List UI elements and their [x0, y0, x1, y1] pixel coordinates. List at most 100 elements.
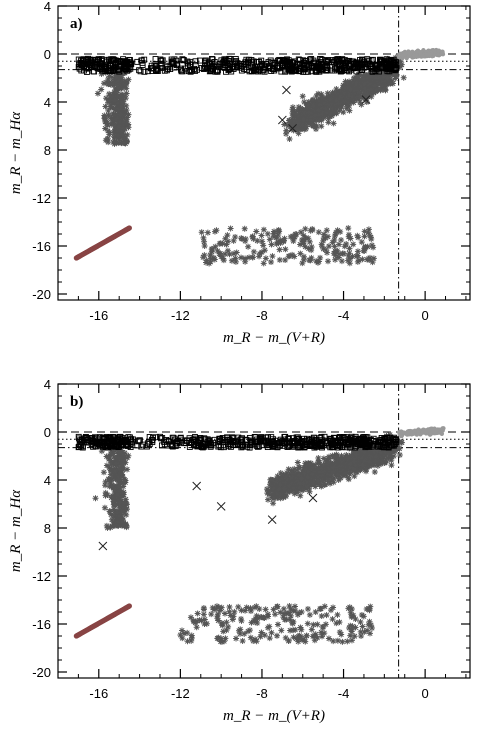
data-point-asterisk [349, 79, 356, 86]
data-point-asterisk [308, 254, 315, 261]
data-point-asterisk [340, 250, 347, 257]
data-point-asterisk [338, 103, 345, 110]
data-point-asterisk [270, 482, 277, 489]
data-point-square [189, 67, 195, 74]
data-point-asterisk [372, 458, 379, 465]
data-point-asterisk [296, 635, 303, 642]
data-point-asterisk [125, 124, 132, 131]
data-point-asterisk [220, 628, 227, 635]
data-point-asterisk [319, 465, 326, 472]
data-point-asterisk [354, 84, 361, 91]
data-point-asterisk [306, 461, 313, 468]
data-point-square [277, 436, 284, 443]
data-point-asterisk [123, 90, 130, 97]
data-point-blob [420, 53, 426, 59]
data-point-asterisk [312, 483, 319, 490]
data-point-asterisk [282, 634, 289, 641]
data-point-asterisk [226, 608, 233, 615]
data-point-square [85, 439, 92, 446]
data-point-asterisk [338, 96, 345, 103]
data-point-asterisk [306, 611, 313, 618]
data-point-asterisk [119, 503, 126, 510]
data-point-asterisk [302, 107, 309, 114]
data-point-square [296, 67, 303, 74]
data-point-asterisk [213, 605, 220, 612]
data-point-asterisk [114, 93, 121, 100]
data-point-square [220, 64, 226, 70]
data-point-asterisk [212, 243, 219, 250]
data-point-asterisk [396, 451, 403, 458]
data-point-asterisk [98, 70, 105, 77]
data-point-asterisk [290, 127, 297, 134]
data-point-asterisk [247, 608, 254, 615]
data-point-asterisk [119, 83, 126, 90]
y-tick-label: 0 [44, 425, 51, 440]
data-point-asterisk [278, 627, 285, 634]
x-axis-label: m_R − m_(V+R) [223, 330, 325, 346]
data-point-asterisk [315, 116, 322, 123]
data-point-asterisk [387, 80, 394, 87]
data-point-asterisk [308, 247, 315, 254]
data-point-asterisk [272, 476, 279, 483]
data-point-asterisk [272, 611, 279, 618]
data-point-asterisk [232, 255, 239, 262]
data-point-asterisk [337, 468, 344, 475]
data-point-asterisk [351, 473, 358, 480]
data-point-asterisk [118, 490, 125, 497]
data-point-asterisk [371, 449, 378, 456]
data-point-square [83, 68, 90, 75]
data-point-asterisk [359, 256, 366, 263]
data-point-asterisk [383, 454, 390, 461]
y-tick-label: -20 [32, 287, 51, 302]
data-point-asterisk [242, 607, 249, 614]
data-point-asterisk [193, 624, 200, 631]
data-point-asterisk [327, 471, 334, 478]
data-point-asterisk [120, 125, 127, 132]
data-point-asterisk [350, 76, 357, 83]
data-point-square [376, 68, 382, 75]
data-point-asterisk [217, 638, 224, 645]
data-point-square [384, 434, 391, 441]
data-point-square [316, 437, 323, 444]
data-point-asterisk [113, 139, 120, 146]
data-point-square [111, 442, 118, 449]
data-point-asterisk [119, 518, 126, 525]
data-point-square [101, 435, 108, 442]
y-tick-label: 4 [44, 473, 51, 488]
data-point-asterisk [368, 457, 375, 464]
data-point-asterisk [222, 251, 229, 258]
data-point-asterisk [225, 623, 232, 630]
data-point-square [324, 67, 331, 73]
data-point-asterisk [310, 621, 317, 628]
data-point-asterisk [119, 99, 126, 106]
data-point-asterisk [114, 132, 121, 139]
data-point-square [144, 443, 150, 450]
y-axis-label: m_R − m_Hα [8, 111, 24, 194]
data-point-asterisk [325, 119, 332, 126]
data-point-asterisk [346, 464, 353, 471]
data-point-asterisk [365, 75, 372, 82]
data-point-square [161, 441, 168, 448]
data-point-asterisk [217, 607, 224, 614]
data-point-square [230, 66, 237, 72]
data-point-cross [282, 85, 291, 95]
data-point-square [344, 438, 351, 445]
data-point-asterisk [366, 630, 373, 637]
data-point-asterisk [124, 454, 131, 461]
data-point-asterisk [233, 249, 240, 256]
data-point-asterisk [104, 135, 111, 142]
x-tick-label: -8 [256, 308, 268, 323]
data-point-asterisk [246, 254, 253, 261]
data-point-square [115, 437, 121, 443]
data-point-asterisk [256, 253, 263, 260]
data-point-asterisk [368, 93, 375, 100]
data-point-asterisk [367, 86, 374, 93]
data-point-asterisk [311, 632, 318, 639]
data-point-asterisk [347, 235, 354, 242]
data-point-square [285, 436, 292, 443]
data-point-square [223, 438, 230, 445]
data-point-square [282, 59, 289, 66]
data-point-asterisk [116, 123, 123, 130]
data-point-asterisk [111, 97, 118, 104]
data-point-asterisk [108, 115, 115, 122]
